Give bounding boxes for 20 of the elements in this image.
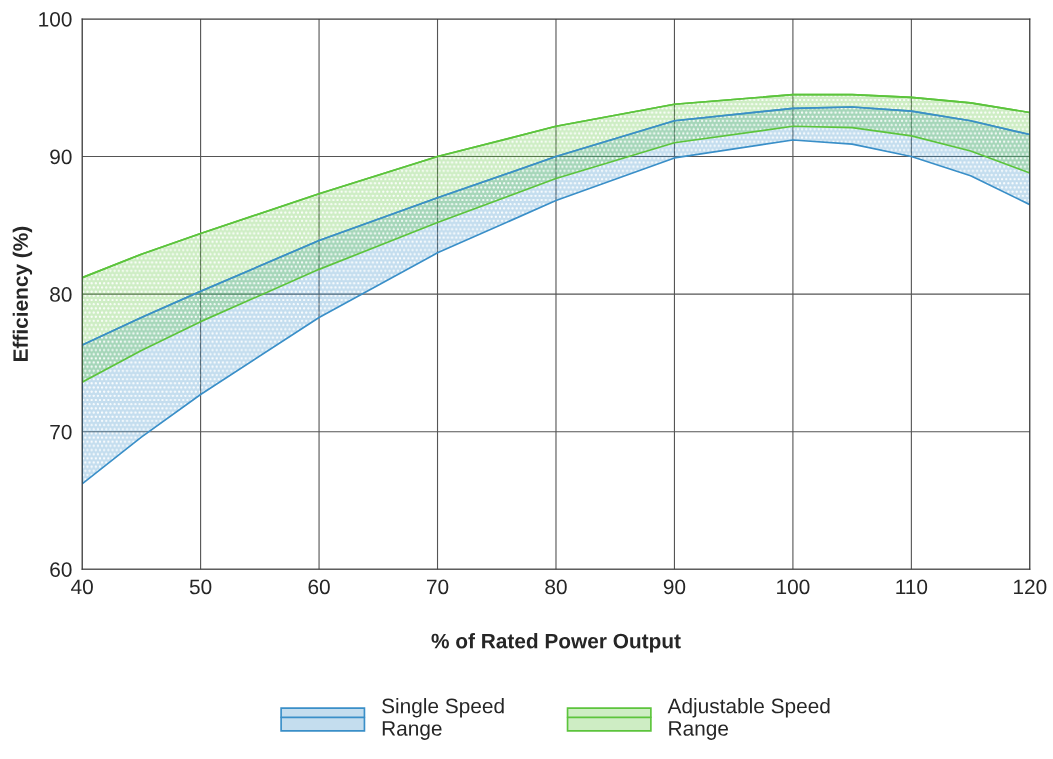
x-tick-label: 40 — [71, 579, 93, 595]
line-series — [82, 93, 1030, 279]
x-tick-label: 90 — [663, 579, 686, 595]
y-tick-label: 100 — [39, 11, 72, 27]
line-series — [82, 106, 1030, 346]
y-tick-label: 80 — [50, 287, 72, 302]
y-tick-label: 90 — [50, 149, 72, 165]
y-tick-label: 70 — [50, 424, 72, 440]
x-axis-title: % of Rated Power Output — [431, 633, 681, 653]
x-tick-label: 110 — [896, 579, 928, 595]
x-tick-label: 100 — [777, 579, 810, 595]
x-tick-label: 80 — [545, 579, 567, 595]
legend-label: Single Speed Range — [382, 698, 504, 740]
legend-label: Adjustable Speed Range — [667, 698, 830, 740]
x-tick-label: 120 — [1014, 579, 1047, 595]
y-axis-title: Efficiency (%) — [12, 226, 33, 362]
y-tick-label: 60 — [50, 562, 72, 577]
x-tick-label: 60 — [308, 579, 330, 595]
x-tick-label: 50 — [189, 579, 212, 595]
x-tick-label: 70 — [427, 579, 449, 595]
